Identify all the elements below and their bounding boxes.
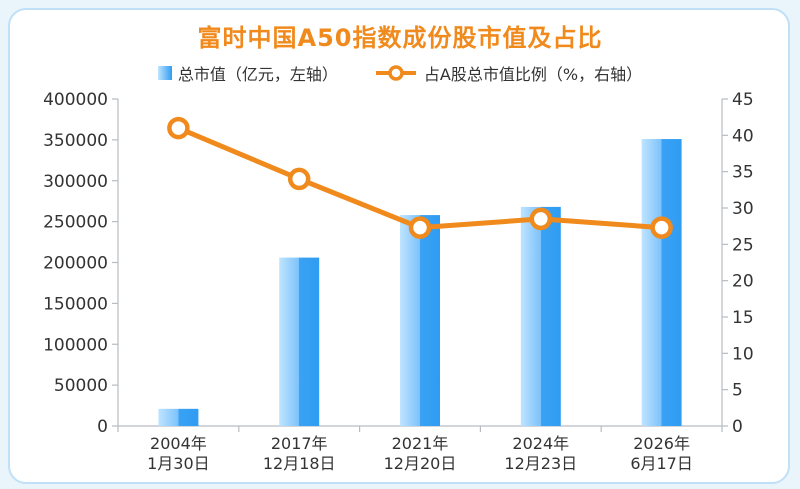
right-tick-label: 35 bbox=[732, 163, 754, 183]
left-tick-label: 100000 bbox=[43, 335, 108, 355]
legend-item-share: 占A股总市值比例（%，右轴） bbox=[374, 61, 642, 85]
x-tick-label-year: 2004年 bbox=[150, 434, 207, 453]
x-tick-label-year: 2026年 bbox=[633, 434, 690, 453]
right-tick-label: 45 bbox=[732, 90, 754, 110]
point-share bbox=[287, 167, 311, 191]
line-share-series bbox=[175, 125, 665, 231]
left-tick-label: 300000 bbox=[43, 172, 108, 192]
left-tick-label: 50000 bbox=[54, 376, 108, 396]
bar-market-value bbox=[158, 408, 199, 426]
left-tick-label: 250000 bbox=[43, 213, 108, 233]
left-tick-label: 200000 bbox=[43, 254, 108, 274]
chart-legend: 总市值（亿元，左轴） 占A股总市值比例（%，右轴） bbox=[0, 62, 800, 84]
x-tick-label-year: 2017年 bbox=[271, 434, 328, 453]
bar-market-value bbox=[520, 206, 561, 426]
x-tick-label-year: 2024年 bbox=[512, 434, 569, 453]
right-tick-label: 0 bbox=[732, 417, 743, 437]
right-tick-label: 20 bbox=[732, 272, 754, 292]
right-tick-label: 30 bbox=[732, 199, 754, 219]
right-tick-label: 25 bbox=[732, 235, 754, 255]
point-share bbox=[650, 216, 673, 239]
x-tick-label-date: 1月30日 bbox=[147, 454, 210, 473]
left-tick-label: 350000 bbox=[43, 131, 108, 151]
legend-bar-swatch bbox=[157, 66, 172, 80]
point-share bbox=[167, 116, 190, 140]
right-tick-label: 40 bbox=[732, 126, 754, 146]
legend-label-market-value: 总市值（亿元，左轴） bbox=[177, 65, 338, 84]
left-tick-label: 0 bbox=[97, 417, 108, 437]
legend-label-share: 占A股总市值比例（%，右轴） bbox=[423, 65, 643, 84]
right-tick-label: 5 bbox=[732, 381, 743, 401]
legend-item-market-value: 总市值（亿元，左轴） bbox=[157, 61, 338, 85]
x-tick-label-year: 2021年 bbox=[392, 434, 449, 453]
x-tick-label-date: 12月18日 bbox=[263, 454, 336, 473]
right-tick-label: 10 bbox=[732, 344, 754, 364]
x-tick-label-date: 12月20日 bbox=[384, 454, 457, 473]
chart-title: 富时中国A50指数成份股市值及占比 bbox=[197, 24, 603, 52]
x-tick-label-date: 12月23日 bbox=[504, 454, 577, 473]
bar-market-value bbox=[641, 139, 682, 426]
left-tick-label: 150000 bbox=[43, 294, 108, 314]
point-share bbox=[529, 207, 553, 231]
right-tick-label: 15 bbox=[732, 308, 754, 328]
left-tick-label: 400000 bbox=[43, 90, 108, 110]
point-share bbox=[408, 216, 432, 239]
legend-line-swatch bbox=[375, 65, 416, 81]
x-tick-label-date: 6月17日 bbox=[630, 454, 693, 473]
bar-market-value bbox=[400, 215, 440, 426]
bar-market-value bbox=[279, 257, 320, 426]
